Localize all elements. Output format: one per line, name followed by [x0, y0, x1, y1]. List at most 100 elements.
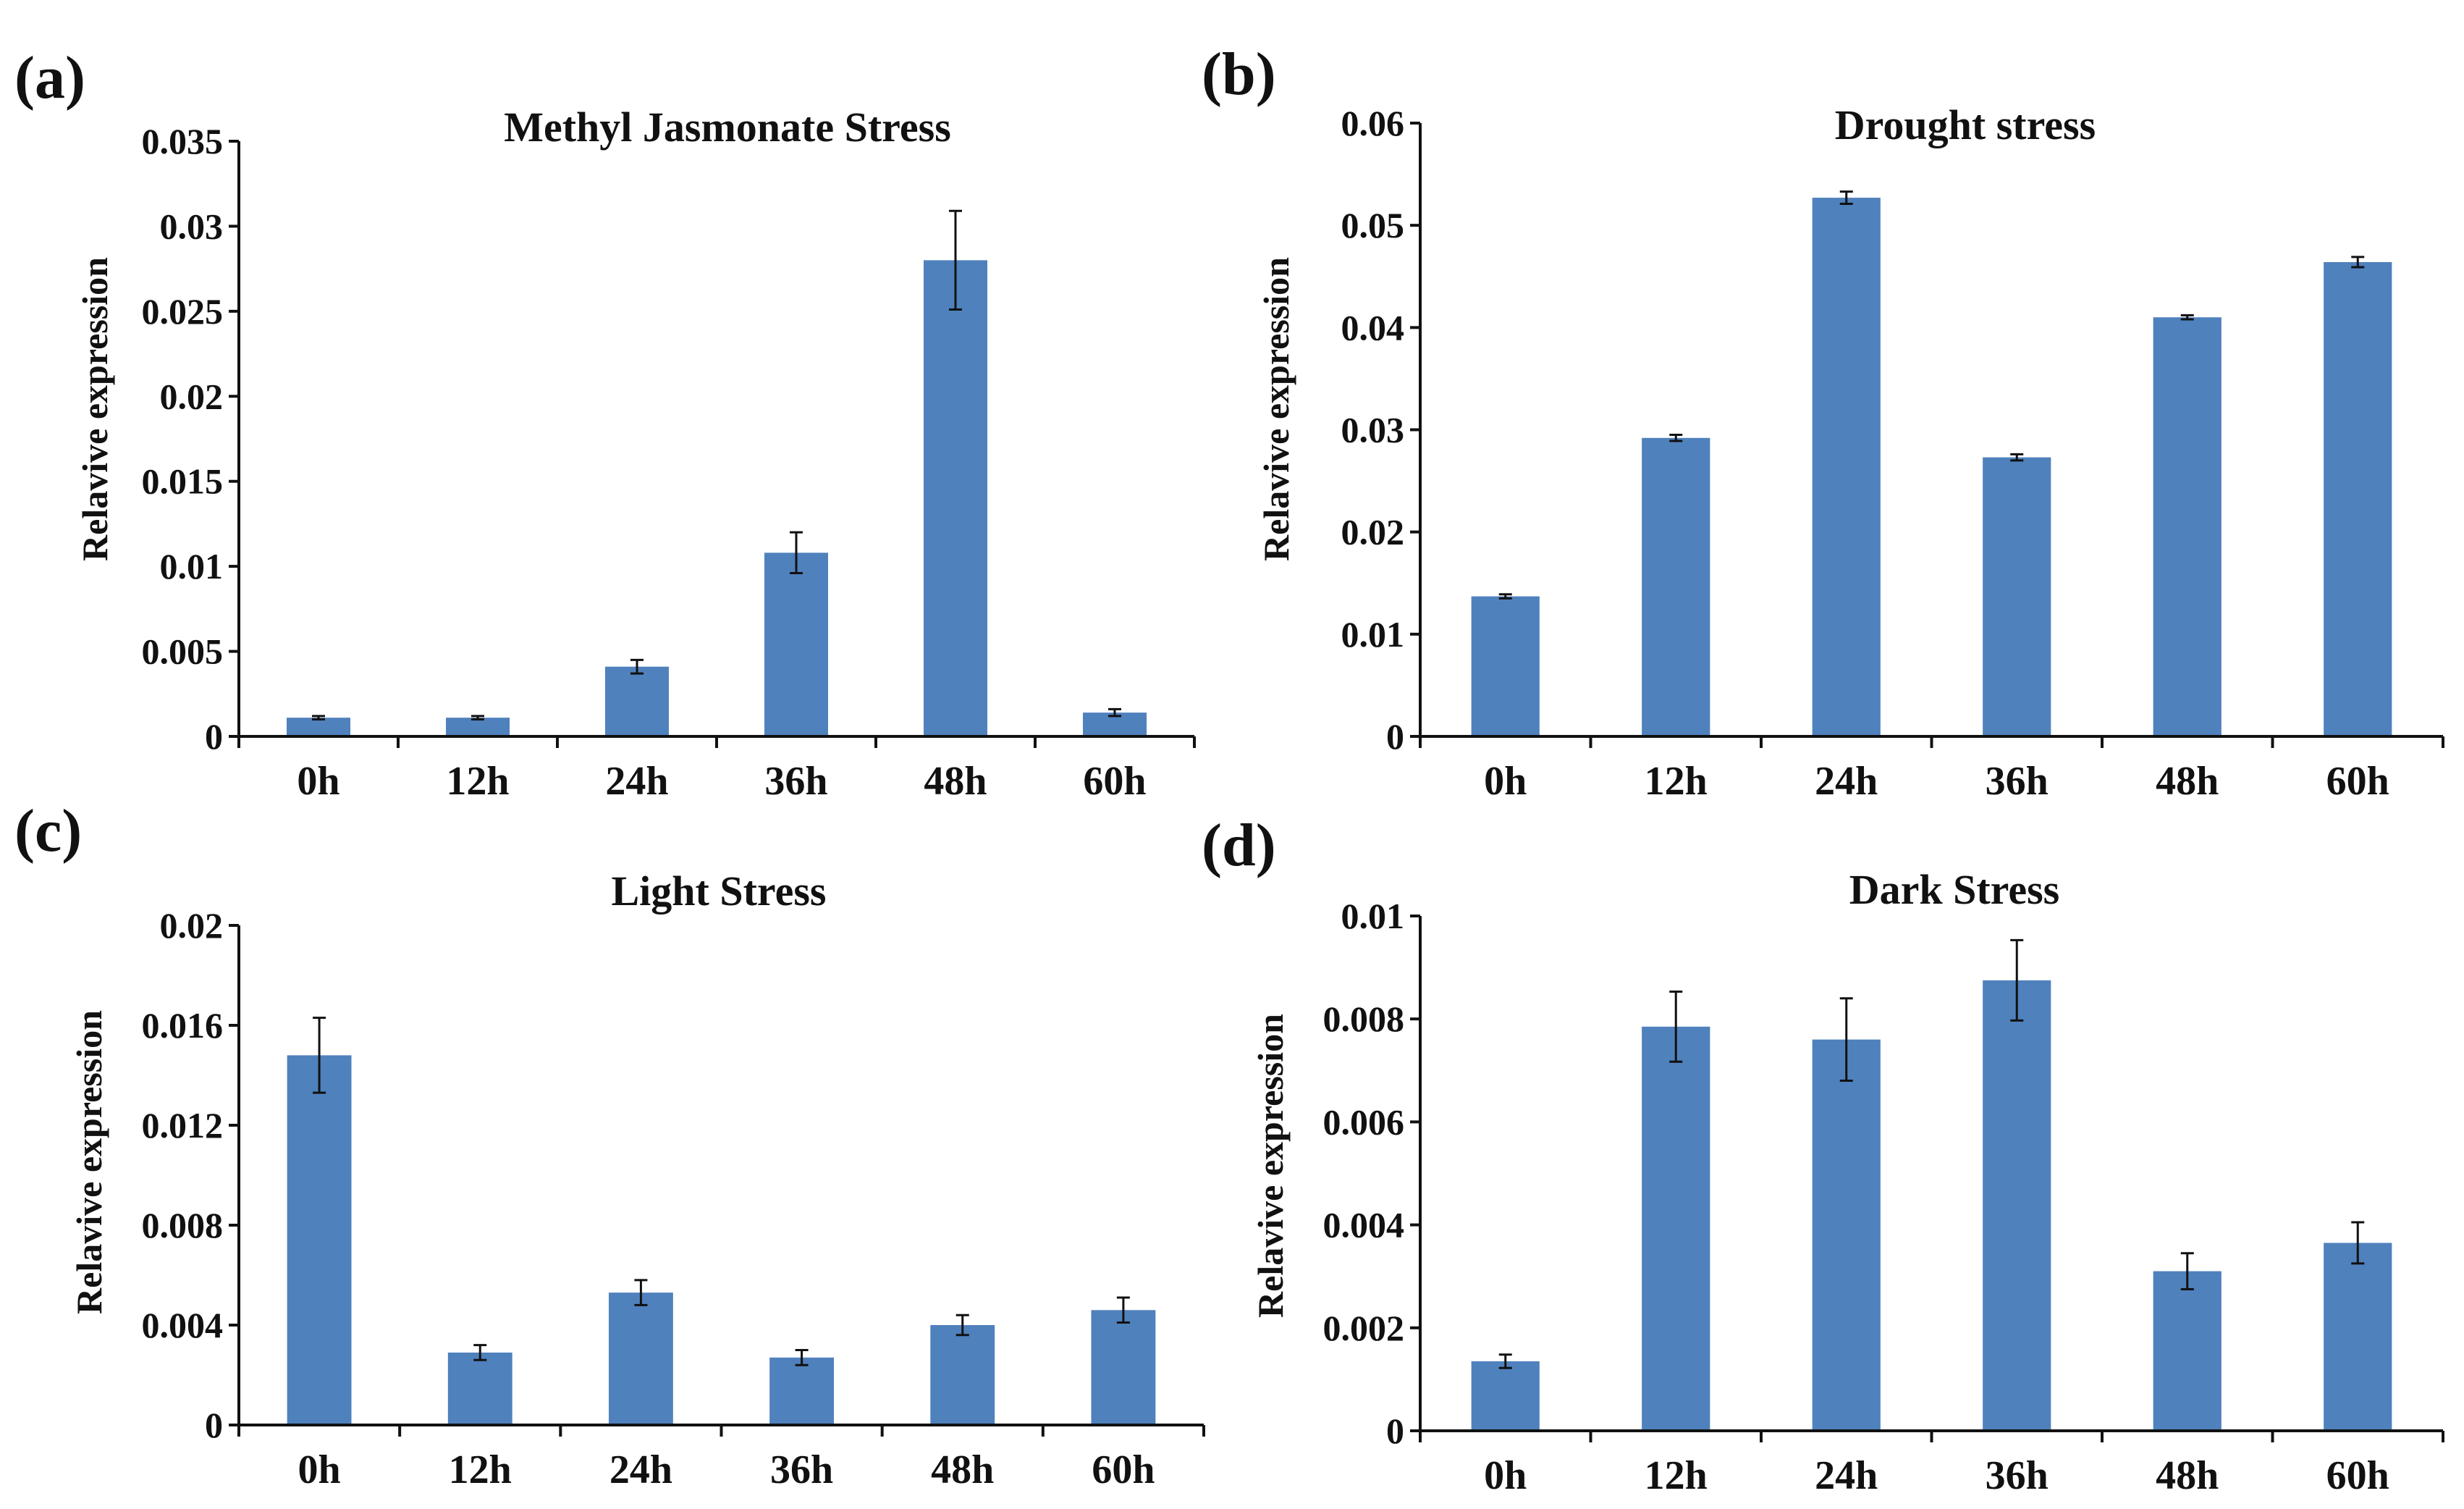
bar [1812, 198, 1881, 737]
x-category-label: 60h [2326, 759, 2389, 804]
y-tick-label: 0.01 [1341, 614, 1405, 655]
bar [287, 1055, 352, 1425]
chart-title: Methyl Jasmonate Stress [504, 104, 951, 151]
bar [287, 718, 350, 736]
y-tick-label: 0.03 [160, 206, 224, 246]
panel-a: (a) Methyl Jasmonate Stress Relavive exp… [14, 44, 1196, 804]
y-tick-label: 0.002 [1323, 1308, 1405, 1348]
x-category-label: 60h [1083, 759, 1146, 804]
x-category-label: 12h [1645, 1453, 1708, 1498]
bar [1642, 437, 1710, 736]
y-tick-label: 0.005 [142, 631, 224, 672]
bar [605, 666, 669, 736]
bars [287, 260, 1147, 736]
y-tick-label: 0.015 [142, 461, 224, 502]
category-labels: 0h 12h 24h 36h 48h 60h [1484, 1453, 2389, 1498]
bar [446, 718, 510, 736]
chart-title: Dark Stress [1849, 866, 2060, 913]
y-tick-label: 0 [205, 1405, 223, 1445]
category-labels: 0h 12h 24h 36h 48h 60h [298, 1447, 1155, 1492]
error-bars [1498, 938, 2365, 1369]
y-axis-title: Relavive expression [1256, 257, 1296, 561]
y-tick-label: 0.01 [1341, 896, 1405, 936]
axes [1419, 123, 2444, 748]
y-tick-label: 0.05 [1341, 205, 1405, 245]
bars [1471, 198, 2392, 737]
axes [1419, 916, 2444, 1442]
y-tick-label: 0.008 [142, 1205, 224, 1245]
x-category-label: 36h [1986, 759, 2049, 804]
panel-letter: (c) [14, 797, 82, 865]
y-tick-label: 0 [1386, 716, 1404, 757]
y-tick-label: 0.02 [160, 376, 224, 416]
error-bars [313, 1017, 1130, 1366]
bar [1983, 980, 2051, 1431]
category-labels: 0h 12h 24h 36h 48h 60h [297, 759, 1146, 804]
x-category-label: 0h [1484, 759, 1527, 804]
bar [1642, 1026, 1710, 1431]
panel-letter: (b) [1202, 41, 1276, 108]
y-tick-label: 0.02 [1341, 512, 1405, 552]
axes [237, 925, 1205, 1437]
x-category-label: 0h [298, 1447, 341, 1492]
bar [608, 1292, 673, 1425]
y-tick-label: 0.06 [1341, 103, 1405, 143]
bar [769, 1357, 835, 1425]
y-ticks: 0 0.005 0.01 0.015 0.02 0.025 0.03 0.035 [142, 121, 239, 757]
x-category-label: 0h [297, 759, 339, 804]
bar [447, 1352, 512, 1425]
y-ticks: 0 0.002 0.004 0.006 0.008 0.01 [1323, 896, 1420, 1451]
y-tick-label: 0.04 [1341, 307, 1405, 348]
y-tick-label: 0.025 [142, 291, 224, 332]
x-category-label: 24h [1815, 759, 1878, 804]
x-category-label: 48h [924, 759, 987, 804]
bar [1091, 1310, 1156, 1425]
panel-letter: (a) [14, 44, 85, 112]
bar [1812, 1039, 1881, 1431]
x-category-label: 0h [1484, 1453, 1527, 1498]
bar [924, 260, 987, 736]
x-category-label: 24h [1815, 1453, 1878, 1498]
y-tick-label: 0.006 [1323, 1101, 1405, 1142]
x-category-label: 12h [446, 759, 509, 804]
bar [930, 1325, 995, 1425]
y-axis-title: Relavive expression [75, 257, 115, 561]
bar [764, 552, 828, 736]
bars [287, 1055, 1156, 1425]
x-category-label: 60h [1092, 1447, 1155, 1492]
x-category-label: 36h [764, 759, 827, 804]
chart-title: Light Stress [611, 867, 826, 915]
y-tick-label: 0.01 [160, 546, 224, 587]
y-ticks: 0 0.004 0.008 0.012 0.016 0.02 [142, 905, 239, 1445]
y-ticks: 0 0.01 0.02 0.03 0.04 0.05 0.06 [1341, 103, 1420, 757]
y-tick-label: 0.004 [142, 1305, 224, 1345]
x-category-label: 24h [605, 759, 668, 804]
y-axis-title: Relavive expression [1250, 1014, 1291, 1318]
x-category-label: 36h [1986, 1453, 2049, 1498]
bar [1471, 1361, 1540, 1431]
y-tick-label: 0.012 [142, 1105, 224, 1146]
y-tick-label: 0.016 [142, 1005, 224, 1046]
panel-d: (d) Dark Stress Relavive expression 0 0.0… [1202, 812, 2444, 1498]
y-tick-label: 0.008 [1323, 999, 1405, 1039]
panel-letter: (d) [1202, 812, 1276, 879]
x-category-label: 60h [2326, 1453, 2389, 1498]
y-tick-label: 0.03 [1341, 410, 1405, 450]
bar [1983, 457, 2051, 736]
y-tick-label: 0 [1386, 1411, 1404, 1451]
y-axis-title: Relavive expression [69, 1010, 109, 1314]
panel-b: (b) Drought stress Relavive expression 0… [1202, 41, 2444, 804]
y-tick-label: 0 [205, 716, 223, 757]
axes [237, 141, 1196, 748]
bar [2324, 261, 2392, 736]
panel-c: (c) Light Stress Relavive expression 0 0.… [14, 797, 1205, 1492]
x-category-label: 48h [931, 1447, 994, 1492]
error-bars [1498, 190, 2365, 600]
chart-title: Drought stress [1835, 101, 2096, 148]
x-category-label: 12h [449, 1447, 512, 1492]
x-category-label: 12h [1645, 759, 1708, 804]
x-category-label: 24h [609, 1447, 672, 1492]
y-tick-label: 0.035 [142, 121, 224, 161]
